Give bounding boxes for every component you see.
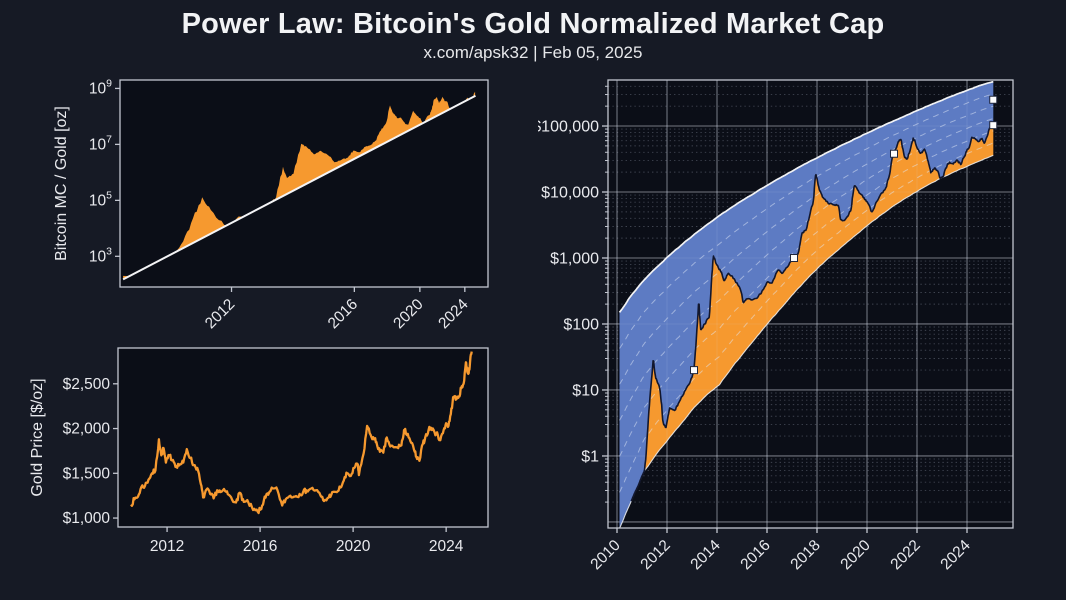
gold-y-tick-1: $1,500 [63,465,111,482]
gold-x-tick: 2020 [336,538,371,555]
btc-price-line [630,124,994,502]
corridor-x-tick: 2022 [887,537,923,573]
page-title: Power Law: Bitcoin's Gold Normalized Mar… [181,8,885,40]
ratio-x-tick: 2012 [202,296,238,332]
ratio-y-tick-2: 107 [89,133,112,153]
chart-btc-gold-ratio: 103 105 107 109 2012 2016 2020 2024 Bitcoin MC /… [53,77,489,333]
corridor-y-tick-4: $10,000 [541,185,599,202]
ratio-x-tick: 2016 [325,296,361,332]
quantile-line [619,130,994,457]
corridor-x-tick: 2012 [637,537,673,573]
corridor-x-tick: 2014 [687,537,724,574]
ratio-y-tick-0: 103 [89,245,112,265]
corridor-x-tick: 2016 [737,537,773,573]
ratio-y-tick-3: 109 [89,77,112,97]
chart-btc-power-law-corridor: $1 $10 $100 $1,000 $10,000 $100,000 2010 2012 20… [538,79,1014,574]
corridor-y-tick-2: $100 [563,316,599,333]
gold-y-tick-2: $2,000 [63,421,111,438]
cycle-marker [989,95,998,104]
corridor-y-tick-1: $10 [572,382,599,399]
quantile-line [619,105,994,385]
ratio-y-axis-label: Bitcoin MC / Gold [oz] [53,106,70,261]
gold-x-tick: 2012 [150,538,184,555]
corridor-y-tick-0: $1 [581,448,599,465]
gold-y-tick-3: $2,500 [63,376,111,393]
cycle-marker [890,149,898,158]
corridor-x-tick: 2020 [837,537,874,574]
gold-y-axis-label: Gold Price [$/oz] [29,378,46,496]
power-law-fit-line [122,94,476,281]
corridor-blue-area [619,81,994,528]
page-subtitle: x.com/apsk32 | Feb 05, 2025 [423,43,643,62]
corridor-x-tick: 2024 [937,537,974,574]
gold-x-tick: 2024 [429,538,464,555]
quantile-line [619,118,994,421]
resistance-edge [618,80,994,313]
ratio-x-tick: 2024 [435,296,472,333]
cycle-marker [690,366,698,375]
gold-price-line [130,351,473,515]
gold-x-tick: 2016 [243,538,277,555]
corridor-x-tick: 2010 [587,537,624,574]
corridor-y-tick-3: $1,000 [550,250,599,267]
support-edge [619,154,994,529]
corridor-y-tick-5: $100,000 [538,119,599,136]
chart-gold-price: $1,000 $1,500 $2,000 $2,500 2012 2016 2020 2024… [29,347,489,555]
ratio-y-tick-1: 105 [89,189,112,209]
corridor-orange-area [619,125,994,528]
corridor-x-tick: 2018 [787,537,823,573]
gold-y-tick-0: $1,000 [63,510,111,527]
cycle-marker [989,121,998,130]
ratio-x-tick: 2020 [390,296,427,333]
cycle-marker [790,253,798,262]
